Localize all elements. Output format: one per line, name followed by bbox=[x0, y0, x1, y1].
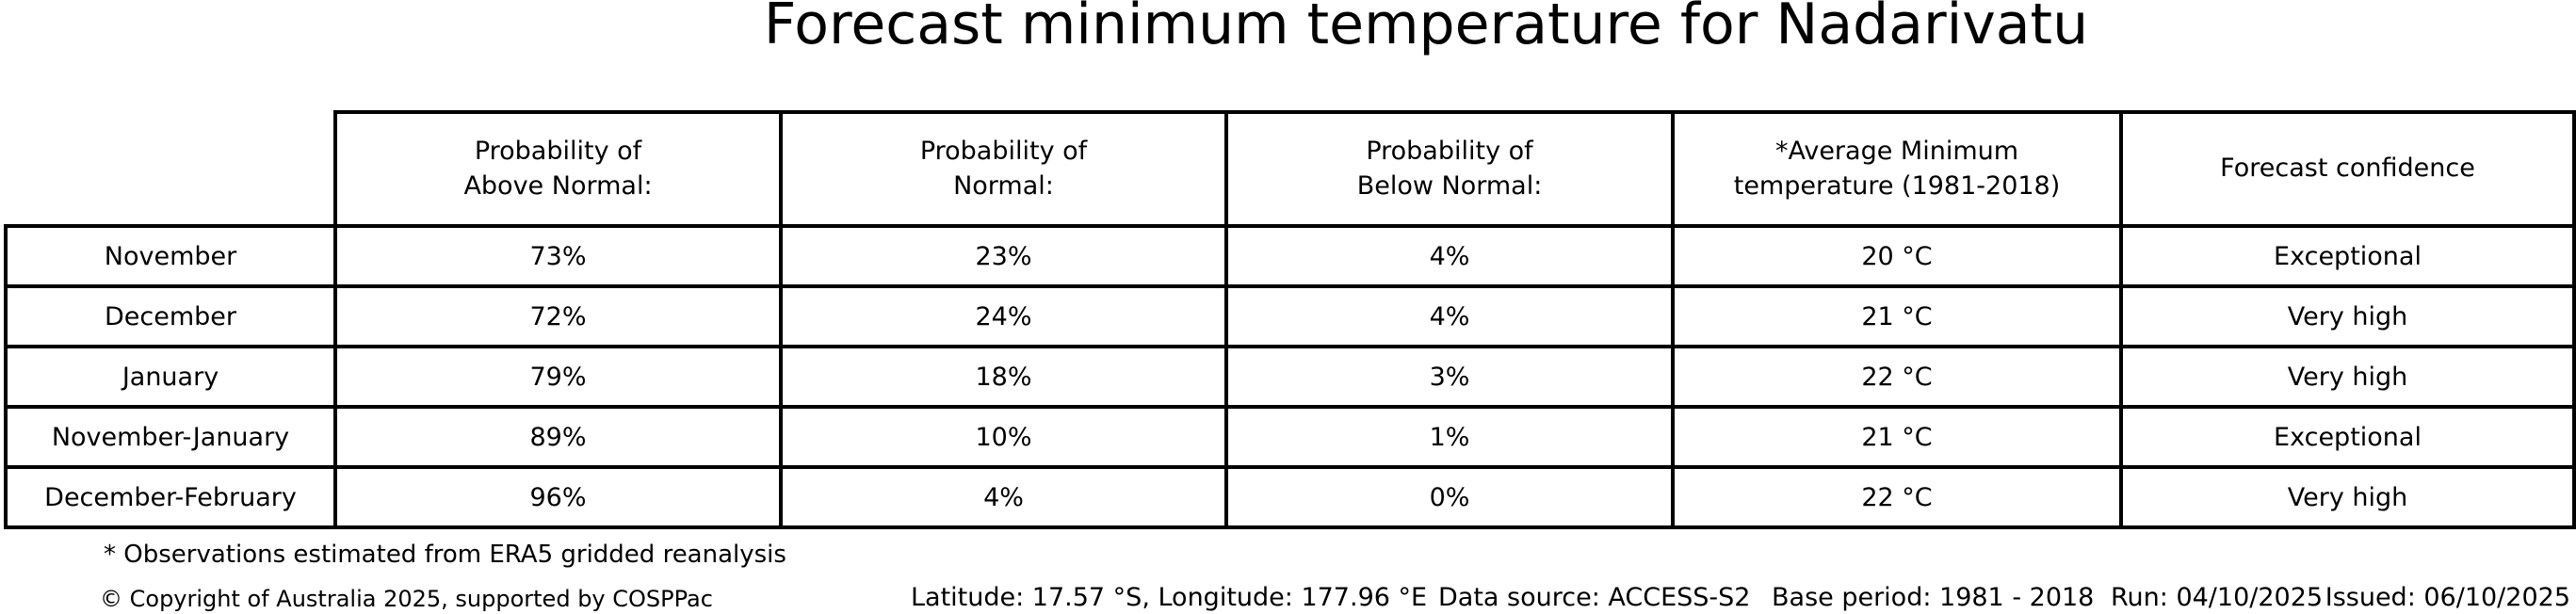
below-normal-value: 0% bbox=[1224, 465, 1675, 529]
period-label: December bbox=[4, 284, 337, 348]
average-minimum-value: 21 °C bbox=[1671, 405, 2123, 469]
above-normal-value: 79% bbox=[333, 345, 783, 409]
issued-date-text: Issued: 06/10/2025 bbox=[2325, 583, 2570, 612]
table-row-december-february: December-February 96% 4% 0% 22 °C Very h… bbox=[4, 465, 2576, 529]
table-row-january: January 79% 18% 3% 22 °C Very high bbox=[4, 345, 2576, 409]
data-source-text: Data source: ACCESS-S2 bbox=[1438, 583, 1751, 612]
col-header-below-normal: Probability of Below Normal: bbox=[1224, 110, 1675, 228]
forecast-confidence-value: Very high bbox=[2119, 465, 2576, 529]
above-normal-value: 73% bbox=[333, 224, 783, 288]
lat-long-text: Latitude: 17.57 °S, Longitude: 177.96 °E bbox=[911, 583, 1428, 612]
table-row-november: November 73% 23% 4% 20 °C Exceptional bbox=[4, 224, 2576, 288]
below-normal-value: 4% bbox=[1224, 284, 1675, 348]
period-label: December-February bbox=[4, 465, 337, 529]
forecast-confidence-value: Exceptional bbox=[2119, 224, 2576, 288]
normal-value: 23% bbox=[779, 224, 1228, 288]
average-minimum-value: 21 °C bbox=[1671, 284, 2123, 348]
forecast-confidence-value: Exceptional bbox=[2119, 405, 2576, 469]
below-normal-value: 3% bbox=[1224, 345, 1675, 409]
normal-value: 4% bbox=[779, 465, 1228, 529]
base-period-text: Base period: 1981 - 2018 bbox=[1772, 583, 2095, 612]
forecast-confidence-value: Very high bbox=[2119, 284, 2576, 348]
era5-footnote: * Observations estimated from ERA5 gridd… bbox=[104, 541, 786, 569]
period-label: November-January bbox=[4, 405, 337, 469]
average-minimum-value: 22 °C bbox=[1671, 345, 2123, 409]
col-header-normal: Probability of Normal: bbox=[779, 110, 1228, 228]
period-label: January bbox=[4, 345, 337, 409]
col-header-forecast-confidence: Forecast confidence bbox=[2119, 110, 2576, 228]
normal-value: 24% bbox=[779, 284, 1228, 348]
period-label: November bbox=[4, 224, 337, 288]
above-normal-value: 72% bbox=[333, 284, 783, 348]
figure-title: Forecast minimum temperature for Nadariv… bbox=[763, 0, 2089, 57]
forecast-table: Probability of Above Normal: Probability… bbox=[4, 110, 2576, 529]
above-normal-value: 96% bbox=[333, 465, 783, 529]
col-header-average-minimum: *Average Minimum temperature (1981-2018) bbox=[1671, 110, 2123, 228]
average-minimum-value: 20 °C bbox=[1671, 224, 2123, 288]
normal-value: 10% bbox=[779, 405, 1228, 469]
forecast-confidence-value: Very high bbox=[2119, 345, 2576, 409]
below-normal-value: 1% bbox=[1224, 405, 1675, 469]
table-row-november-january: November-January 89% 10% 1% 21 °C Except… bbox=[4, 405, 2576, 469]
normal-value: 18% bbox=[779, 345, 1228, 409]
below-normal-value: 4% bbox=[1224, 224, 1675, 288]
table-row-december: December 72% 24% 4% 21 °C Very high bbox=[4, 284, 2576, 348]
copyright-text: © Copyright of Australia 2025, supported… bbox=[100, 586, 713, 612]
col-header-above-normal: Probability of Above Normal: bbox=[333, 110, 783, 228]
above-normal-value: 89% bbox=[333, 405, 783, 469]
average-minimum-value: 22 °C bbox=[1671, 465, 2123, 529]
run-date-text: Run: 04/10/2025 bbox=[2111, 583, 2324, 612]
corner-cell bbox=[6, 112, 337, 228]
table-header-row: Probability of Above Normal: Probability… bbox=[6, 110, 2576, 228]
